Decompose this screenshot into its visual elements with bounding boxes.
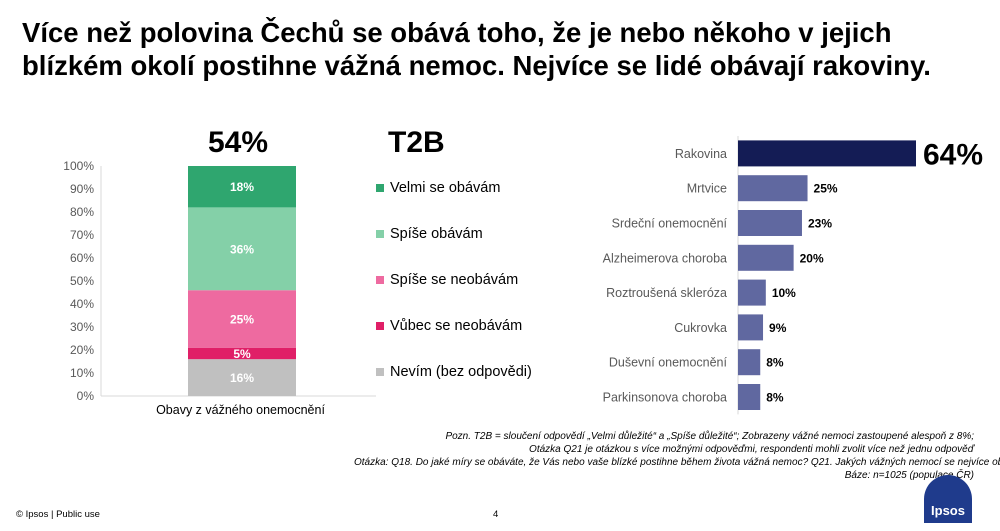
legend-item: Spíše obávám [376,226,483,242]
segment-data-label: 5% [233,347,251,361]
legend-label: Nevím (bez odpovědi) [390,364,532,380]
y-tick-label: 50% [70,274,94,288]
segment-data-label: 16% [230,371,254,385]
stacked-segment [188,347,296,360]
ipsos-logo: Ipsos [924,475,972,523]
legend-label: Spíše obávám [390,226,483,242]
y-tick-label: 0% [77,389,95,403]
y-tick-label: 100% [63,159,94,173]
y-tick-label: 60% [70,251,94,265]
legend-item: Spíše se neobávám [376,272,518,288]
y-tick-label: 10% [70,366,94,380]
legend-swatch [376,276,384,284]
logo-text: Ipsos [931,503,965,518]
legend-swatch [376,184,384,192]
segment-data-label: 36% [230,242,254,256]
segment-data-label: 25% [230,312,254,326]
y-tick-label: 70% [70,228,94,242]
legend-label: Spíše se neobávám [390,272,519,288]
stacked-segment [188,290,296,348]
legend-swatch [376,368,384,376]
note-line: Otázka: Q18. Do jaké míry se obáváte, že… [354,457,1000,468]
legend-item: Velmi se obávám [376,180,500,196]
legend-swatch [376,322,384,330]
y-tick-label: 80% [70,205,94,219]
stacked-segment [188,207,296,291]
stacked-segment [188,166,296,208]
y-tick-label: 30% [70,320,94,334]
page-title: Více než polovina Čechů se obává toho, ž… [22,17,931,81]
note-line: Otázka Q21 je otázkou s více možnými odp… [529,444,974,455]
y-tick-label: 40% [70,297,94,311]
legend-swatch [376,230,384,238]
y-tick-label: 20% [70,343,94,357]
y-tick-label: 90% [70,182,94,196]
legend-label: Velmi se obávám [390,180,501,196]
footer-copyright: © Ipsos | Public use [16,509,100,520]
page-number: 4 [493,509,499,520]
note-line: Pozn. T2B = sloučení odpovědí „Velmi důl… [445,431,974,442]
segment-data-label: 18% [230,180,254,194]
x-category-label: Obavy z vážného onemocnění [156,403,325,417]
legend-label: Vůbec se neobávám [390,318,523,334]
legend-item: Nevím (bez odpovědi) [376,364,532,380]
note-line: Báze: n=1025 (populace ČR) [844,470,974,481]
footnotes: Pozn. T2B = sloučení odpovědí „Velmi důl… [354,430,1000,482]
t2b-label: T2B [388,126,445,159]
legend-item: Vůbec se neobávám [376,318,522,334]
stacked-segment [188,359,296,396]
t2b-value: 54% [208,126,269,159]
